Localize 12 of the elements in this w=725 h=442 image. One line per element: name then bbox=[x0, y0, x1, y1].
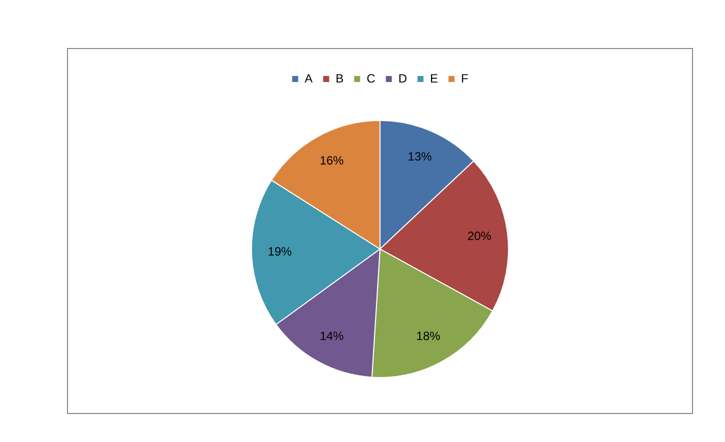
data-label: 18% bbox=[416, 329, 441, 344]
legend-label: F bbox=[461, 71, 468, 86]
legend-label: D bbox=[398, 71, 408, 86]
data-label: 14% bbox=[320, 329, 344, 344]
legend-label: E bbox=[430, 71, 438, 86]
legend-label: B bbox=[336, 71, 344, 86]
legend-label: C bbox=[366, 71, 376, 86]
data-label: 16% bbox=[320, 153, 344, 168]
legend-label: A bbox=[304, 71, 313, 86]
data-label: 20% bbox=[467, 228, 492, 243]
data-label: 13% bbox=[408, 149, 432, 164]
data-label: 19% bbox=[268, 244, 292, 258]
